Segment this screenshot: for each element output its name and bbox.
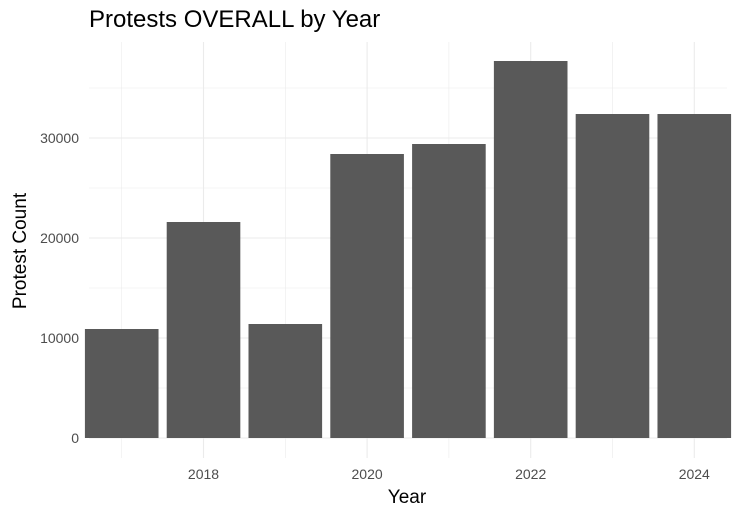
x-tick-label: 2024 [679,466,710,482]
bar-2018 [166,222,241,438]
y-tick-label: 10000 [40,330,79,346]
x-tick-label: 2020 [352,466,383,482]
bar-2021 [412,144,486,438]
bar-2020 [330,154,404,438]
bar-2022 [493,61,568,438]
x-axis-tick-labels: 2018 2020 2022 2024 [188,466,710,482]
bar-2017 [84,329,159,438]
x-tick-label: 2022 [515,466,546,482]
y-tick-label: 30000 [40,130,79,146]
bar-2023 [575,114,650,438]
chart-title: Protests OVERALL by Year [89,6,380,33]
x-axis-title: Year [388,487,427,508]
y-axis-title: Protest Count [10,192,31,309]
bar-2024 [657,114,732,438]
y-axis-tick-labels: 0 10000 20000 30000 [40,130,79,446]
y-tick-label: 0 [71,430,79,446]
bars [84,61,732,438]
y-tick-label: 20000 [40,230,79,246]
x-tick-label: 2018 [188,466,219,482]
bar-2019 [248,324,323,438]
